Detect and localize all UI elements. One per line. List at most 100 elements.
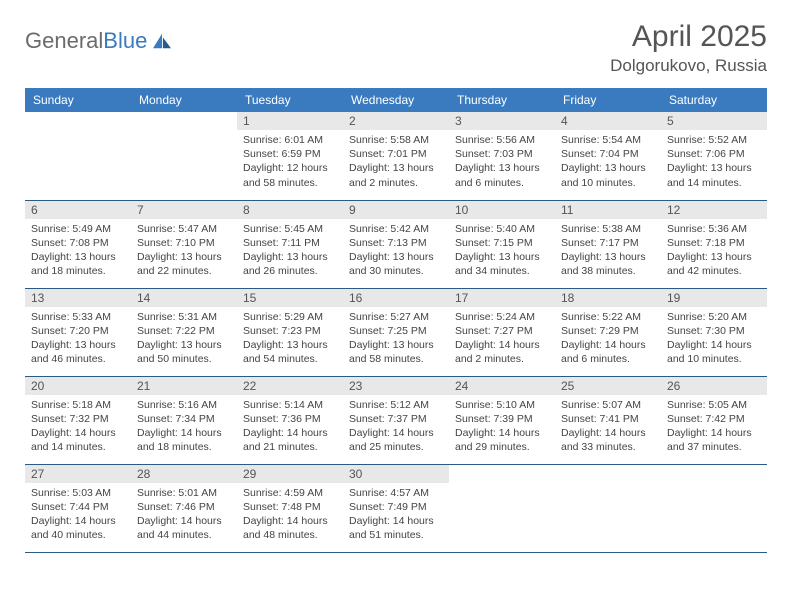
calendar-day-cell: 18Sunrise: 5:22 AMSunset: 7:29 PMDayligh… xyxy=(555,288,661,376)
day-content: Sunrise: 5:18 AMSunset: 7:32 PMDaylight:… xyxy=(25,395,131,461)
day-content: Sunrise: 5:40 AMSunset: 7:15 PMDaylight:… xyxy=(449,219,555,285)
day-number: 23 xyxy=(343,377,449,395)
day-number: 6 xyxy=(25,201,131,219)
calendar-day-cell: 6Sunrise: 5:49 AMSunset: 7:08 PMDaylight… xyxy=(25,200,131,288)
day-number: 16 xyxy=(343,289,449,307)
calendar-day-cell xyxy=(131,112,237,200)
day-number: 25 xyxy=(555,377,661,395)
day-content: Sunrise: 5:36 AMSunset: 7:18 PMDaylight:… xyxy=(661,219,767,285)
day-number: 11 xyxy=(555,201,661,219)
day-content: Sunrise: 5:38 AMSunset: 7:17 PMDaylight:… xyxy=(555,219,661,285)
calendar-day-cell: 22Sunrise: 5:14 AMSunset: 7:36 PMDayligh… xyxy=(237,376,343,464)
day-number: 1 xyxy=(237,112,343,130)
day-number: 20 xyxy=(25,377,131,395)
calendar-day-cell: 25Sunrise: 5:07 AMSunset: 7:41 PMDayligh… xyxy=(555,376,661,464)
day-number: 18 xyxy=(555,289,661,307)
day-number: 27 xyxy=(25,465,131,483)
calendar-day-cell: 23Sunrise: 5:12 AMSunset: 7:37 PMDayligh… xyxy=(343,376,449,464)
calendar-week-row: 20Sunrise: 5:18 AMSunset: 7:32 PMDayligh… xyxy=(25,376,767,464)
weekday-header: Thursday xyxy=(449,88,555,112)
day-number: 9 xyxy=(343,201,449,219)
day-number: 21 xyxy=(131,377,237,395)
day-content: Sunrise: 5:20 AMSunset: 7:30 PMDaylight:… xyxy=(661,307,767,373)
weekday-header: Tuesday xyxy=(237,88,343,112)
calendar-day-cell: 19Sunrise: 5:20 AMSunset: 7:30 PMDayligh… xyxy=(661,288,767,376)
calendar-day-cell: 8Sunrise: 5:45 AMSunset: 7:11 PMDaylight… xyxy=(237,200,343,288)
calendar-day-cell xyxy=(555,464,661,552)
weekday-header: Monday xyxy=(131,88,237,112)
calendar-day-cell: 16Sunrise: 5:27 AMSunset: 7:25 PMDayligh… xyxy=(343,288,449,376)
weekday-header: Sunday xyxy=(25,88,131,112)
calendar-week-row: 13Sunrise: 5:33 AMSunset: 7:20 PMDayligh… xyxy=(25,288,767,376)
day-content: Sunrise: 5:47 AMSunset: 7:10 PMDaylight:… xyxy=(131,219,237,285)
day-content: Sunrise: 6:01 AMSunset: 6:59 PMDaylight:… xyxy=(237,130,343,196)
calendar-day-cell xyxy=(25,112,131,200)
calendar-day-cell: 7Sunrise: 5:47 AMSunset: 7:10 PMDaylight… xyxy=(131,200,237,288)
day-content: Sunrise: 5:22 AMSunset: 7:29 PMDaylight:… xyxy=(555,307,661,373)
day-content: Sunrise: 5:56 AMSunset: 7:03 PMDaylight:… xyxy=(449,130,555,196)
day-number: 26 xyxy=(661,377,767,395)
calendar-day-cell: 11Sunrise: 5:38 AMSunset: 7:17 PMDayligh… xyxy=(555,200,661,288)
calendar-day-cell: 14Sunrise: 5:31 AMSunset: 7:22 PMDayligh… xyxy=(131,288,237,376)
calendar-day-cell: 27Sunrise: 5:03 AMSunset: 7:44 PMDayligh… xyxy=(25,464,131,552)
day-number: 29 xyxy=(237,465,343,483)
calendar-body: 1Sunrise: 6:01 AMSunset: 6:59 PMDaylight… xyxy=(25,112,767,552)
day-number: 2 xyxy=(343,112,449,130)
month-title: April 2025 xyxy=(610,20,767,54)
calendar-day-cell: 21Sunrise: 5:16 AMSunset: 7:34 PMDayligh… xyxy=(131,376,237,464)
calendar-week-row: 6Sunrise: 5:49 AMSunset: 7:08 PMDaylight… xyxy=(25,200,767,288)
calendar-day-cell: 29Sunrise: 4:59 AMSunset: 7:48 PMDayligh… xyxy=(237,464,343,552)
day-number: 13 xyxy=(25,289,131,307)
day-content: Sunrise: 5:10 AMSunset: 7:39 PMDaylight:… xyxy=(449,395,555,461)
day-number: 5 xyxy=(661,112,767,130)
day-number: 30 xyxy=(343,465,449,483)
calendar-day-cell: 1Sunrise: 6:01 AMSunset: 6:59 PMDaylight… xyxy=(237,112,343,200)
day-number: 17 xyxy=(449,289,555,307)
calendar-header-row: SundayMondayTuesdayWednesdayThursdayFrid… xyxy=(25,88,767,112)
calendar-day-cell: 4Sunrise: 5:54 AMSunset: 7:04 PMDaylight… xyxy=(555,112,661,200)
calendar-day-cell: 13Sunrise: 5:33 AMSunset: 7:20 PMDayligh… xyxy=(25,288,131,376)
day-content: Sunrise: 5:05 AMSunset: 7:42 PMDaylight:… xyxy=(661,395,767,461)
day-number: 4 xyxy=(555,112,661,130)
day-number: 10 xyxy=(449,201,555,219)
day-number: 3 xyxy=(449,112,555,130)
day-content: Sunrise: 5:29 AMSunset: 7:23 PMDaylight:… xyxy=(237,307,343,373)
day-content: Sunrise: 5:27 AMSunset: 7:25 PMDaylight:… xyxy=(343,307,449,373)
calendar-day-cell: 26Sunrise: 5:05 AMSunset: 7:42 PMDayligh… xyxy=(661,376,767,464)
day-content: Sunrise: 5:16 AMSunset: 7:34 PMDaylight:… xyxy=(131,395,237,461)
day-number: 12 xyxy=(661,201,767,219)
day-content: Sunrise: 5:14 AMSunset: 7:36 PMDaylight:… xyxy=(237,395,343,461)
day-number: 28 xyxy=(131,465,237,483)
calendar-day-cell xyxy=(449,464,555,552)
day-content: Sunrise: 5:49 AMSunset: 7:08 PMDaylight:… xyxy=(25,219,131,285)
weekday-header: Friday xyxy=(555,88,661,112)
calendar-day-cell: 9Sunrise: 5:42 AMSunset: 7:13 PMDaylight… xyxy=(343,200,449,288)
calendar-day-cell: 3Sunrise: 5:56 AMSunset: 7:03 PMDaylight… xyxy=(449,112,555,200)
calendar-day-cell: 24Sunrise: 5:10 AMSunset: 7:39 PMDayligh… xyxy=(449,376,555,464)
page-header: GeneralBlue April 2025 Dolgorukovo, Russ… xyxy=(25,20,767,76)
day-content: Sunrise: 5:03 AMSunset: 7:44 PMDaylight:… xyxy=(25,483,131,549)
day-content: Sunrise: 5:31 AMSunset: 7:22 PMDaylight:… xyxy=(131,307,237,373)
weekday-header: Wednesday xyxy=(343,88,449,112)
day-number: 22 xyxy=(237,377,343,395)
brand-part2: Blue xyxy=(103,28,147,53)
title-block: April 2025 Dolgorukovo, Russia xyxy=(610,20,767,76)
weekday-header: Saturday xyxy=(661,88,767,112)
day-content: Sunrise: 5:54 AMSunset: 7:04 PMDaylight:… xyxy=(555,130,661,196)
calendar-day-cell xyxy=(661,464,767,552)
day-number: 19 xyxy=(661,289,767,307)
day-content: Sunrise: 5:52 AMSunset: 7:06 PMDaylight:… xyxy=(661,130,767,196)
calendar-table: SundayMondayTuesdayWednesdayThursdayFrid… xyxy=(25,88,767,553)
brand-text: GeneralBlue xyxy=(25,28,147,54)
day-number: 7 xyxy=(131,201,237,219)
day-number: 15 xyxy=(237,289,343,307)
calendar-day-cell: 5Sunrise: 5:52 AMSunset: 7:06 PMDaylight… xyxy=(661,112,767,200)
day-content: Sunrise: 5:24 AMSunset: 7:27 PMDaylight:… xyxy=(449,307,555,373)
day-content: Sunrise: 4:59 AMSunset: 7:48 PMDaylight:… xyxy=(237,483,343,549)
day-content: Sunrise: 4:57 AMSunset: 7:49 PMDaylight:… xyxy=(343,483,449,549)
brand-logo: GeneralBlue xyxy=(25,28,173,54)
calendar-day-cell: 30Sunrise: 4:57 AMSunset: 7:49 PMDayligh… xyxy=(343,464,449,552)
calendar-day-cell: 12Sunrise: 5:36 AMSunset: 7:18 PMDayligh… xyxy=(661,200,767,288)
day-number: 8 xyxy=(237,201,343,219)
sail-icon xyxy=(151,32,173,50)
